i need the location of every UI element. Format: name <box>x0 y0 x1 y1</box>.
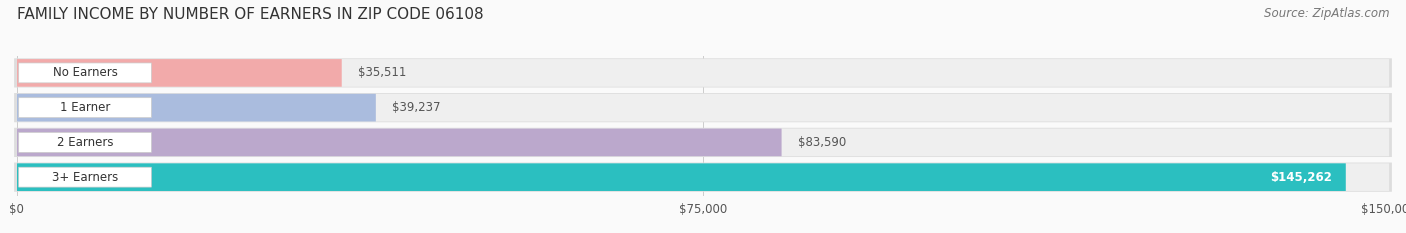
FancyBboxPatch shape <box>17 129 782 156</box>
FancyBboxPatch shape <box>17 163 1346 191</box>
FancyBboxPatch shape <box>17 94 375 121</box>
Text: $145,262: $145,262 <box>1270 171 1331 184</box>
Text: 3+ Earners: 3+ Earners <box>52 171 118 184</box>
Text: $35,511: $35,511 <box>359 66 406 79</box>
Text: $83,590: $83,590 <box>799 136 846 149</box>
FancyBboxPatch shape <box>14 163 1392 192</box>
FancyBboxPatch shape <box>17 59 1389 87</box>
FancyBboxPatch shape <box>17 129 1389 156</box>
FancyBboxPatch shape <box>18 167 152 187</box>
Text: No Earners: No Earners <box>52 66 118 79</box>
Text: FAMILY INCOME BY NUMBER OF EARNERS IN ZIP CODE 06108: FAMILY INCOME BY NUMBER OF EARNERS IN ZI… <box>17 7 484 22</box>
FancyBboxPatch shape <box>18 63 152 83</box>
FancyBboxPatch shape <box>14 128 1392 157</box>
FancyBboxPatch shape <box>18 132 152 152</box>
Text: $39,237: $39,237 <box>392 101 441 114</box>
FancyBboxPatch shape <box>14 93 1392 122</box>
FancyBboxPatch shape <box>18 98 152 118</box>
Text: Source: ZipAtlas.com: Source: ZipAtlas.com <box>1264 7 1389 20</box>
FancyBboxPatch shape <box>14 58 1392 88</box>
Text: 2 Earners: 2 Earners <box>56 136 114 149</box>
Text: 1 Earner: 1 Earner <box>60 101 110 114</box>
FancyBboxPatch shape <box>17 163 1389 191</box>
FancyBboxPatch shape <box>17 59 342 87</box>
FancyBboxPatch shape <box>17 94 1389 121</box>
